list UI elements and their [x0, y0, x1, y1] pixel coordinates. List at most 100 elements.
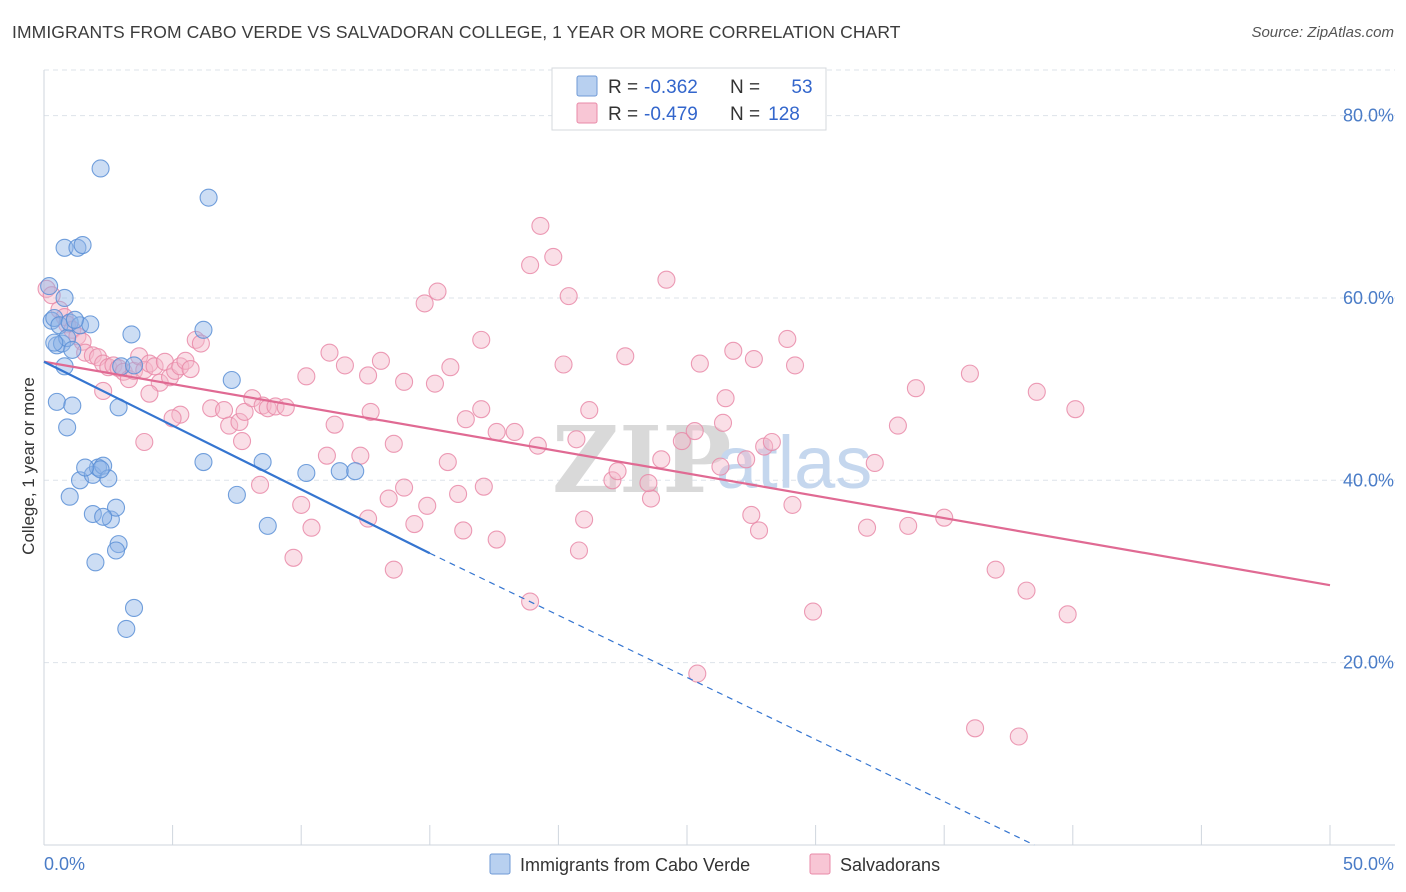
- data-point-salvadorans: [899, 516, 918, 535]
- data-point-salvadorans: [531, 216, 550, 235]
- data-point-cabo-verde: [122, 325, 141, 344]
- data-point-salvadorans: [778, 329, 797, 349]
- data-point-salvadorans: [685, 422, 704, 441]
- legend-box: [551, 67, 827, 131]
- x-tick-label-min: 0.0%: [44, 854, 85, 874]
- data-point-salvadorans: [418, 496, 437, 515]
- bottom-legend-label-cabo-verde: Immigrants from Cabo Verde: [520, 855, 750, 875]
- data-point-salvadorans: [554, 355, 573, 374]
- data-point-salvadorans: [487, 530, 506, 549]
- trend-line-cabo-verde-extension: [429, 552, 1035, 846]
- data-point-salvadorans: [616, 347, 635, 366]
- trend-line-salvadorans: [43, 360, 1331, 587]
- data-point-salvadorans: [639, 473, 658, 493]
- data-point-cabo-verde: [194, 453, 213, 472]
- data-point-salvadorans: [425, 374, 444, 393]
- data-point-salvadorans: [986, 560, 1005, 579]
- data-point-cabo-verde: [55, 238, 74, 257]
- x-ticks: [43, 825, 1331, 845]
- legend-n-label-blue: N =: [730, 77, 760, 98]
- series-salvadorans: [37, 216, 1085, 746]
- data-point-salvadorans: [1066, 400, 1085, 419]
- data-point-salvadorans: [783, 495, 802, 514]
- y-tick-labels: 20.0% 40.0% 60.0% 80.0%: [1343, 106, 1394, 673]
- data-point-cabo-verde: [227, 485, 246, 504]
- data-point-salvadorans: [250, 475, 270, 494]
- data-point-salvadorans: [181, 360, 200, 379]
- bottom-legend-swatch-pink: [809, 853, 831, 875]
- data-point-cabo-verde: [45, 333, 64, 352]
- source-label: Source: ZipAtlas.com: [1251, 24, 1394, 41]
- data-point-salvadorans: [335, 356, 354, 375]
- watermark: ZIP atlas: [552, 406, 872, 514]
- data-point-salvadorans: [395, 478, 414, 497]
- data-point-salvadorans: [371, 351, 390, 370]
- data-point-cabo-verde: [86, 553, 105, 572]
- data-point-cabo-verde: [76, 458, 95, 477]
- data-point-salvadorans: [785, 356, 805, 375]
- data-point-salvadorans: [220, 416, 239, 435]
- data-point-salvadorans: [292, 495, 311, 514]
- data-point-salvadorans: [186, 330, 205, 349]
- legend-r-label-pink: R =: [608, 104, 638, 125]
- data-point-salvadorans: [297, 367, 316, 386]
- legend-r-value-pink: -0.479: [644, 104, 698, 125]
- legend-swatch-pink: [576, 102, 598, 124]
- data-point-salvadorans: [395, 372, 414, 391]
- data-point-cabo-verde: [60, 313, 79, 332]
- data-point-salvadorans: [641, 489, 661, 508]
- data-point-salvadorans: [803, 602, 823, 621]
- data-point-cabo-verde: [99, 469, 118, 488]
- data-point-cabo-verde: [70, 316, 90, 335]
- data-point-salvadorans: [171, 357, 190, 376]
- data-point-salvadorans: [603, 471, 622, 490]
- data-point-salvadorans: [608, 462, 627, 481]
- data-point-salvadorans: [441, 358, 460, 377]
- data-point-cabo-verde: [258, 516, 277, 535]
- data-point-cabo-verde: [73, 236, 92, 255]
- data-point-salvadorans: [865, 453, 884, 473]
- data-point-salvadorans: [888, 416, 907, 435]
- legend-r-label-blue: R =: [608, 77, 638, 98]
- data-point-cabo-verde: [65, 310, 84, 329]
- data-point-salvadorans: [405, 515, 424, 534]
- data-point-salvadorans: [559, 287, 578, 306]
- watermark-zip: ZIP: [552, 406, 731, 514]
- data-point-salvadorans: [737, 450, 756, 469]
- data-point-cabo-verde: [106, 498, 126, 517]
- data-point-salvadorans: [960, 364, 979, 383]
- data-point-salvadorans: [1017, 581, 1036, 600]
- data-point-salvadorans: [472, 400, 491, 419]
- series-cabo-verde: [40, 159, 365, 638]
- data-point-salvadorans: [906, 379, 925, 398]
- data-point-salvadorans: [672, 432, 691, 451]
- data-point-cabo-verde: [55, 288, 74, 307]
- data-point-salvadorans: [454, 521, 473, 540]
- data-point-cabo-verde: [222, 370, 241, 390]
- data-point-salvadorans: [438, 453, 457, 472]
- data-point-salvadorans: [724, 341, 743, 360]
- data-point-cabo-verde: [124, 598, 144, 617]
- axes: [43, 70, 1395, 846]
- data-point-cabo-verde: [58, 418, 77, 437]
- trend-lines: [43, 360, 1331, 846]
- y-tick-label: 80.0%: [1343, 106, 1394, 126]
- data-point-salvadorans: [317, 446, 336, 465]
- data-point-salvadorans: [361, 402, 380, 421]
- data-point-salvadorans: [449, 484, 468, 504]
- data-point-cabo-verde: [199, 188, 218, 207]
- data-point-salvadorans: [276, 398, 295, 417]
- x-tick-label-max: 50.0%: [1343, 854, 1394, 874]
- data-point-salvadorans: [657, 270, 676, 289]
- bottom-legend-swatch-blue: [489, 853, 511, 875]
- data-point-salvadorans: [487, 422, 506, 442]
- data-point-cabo-verde: [68, 238, 87, 257]
- data-point-salvadorans: [742, 505, 761, 524]
- data-point-salvadorans: [130, 347, 149, 366]
- data-point-salvadorans: [320, 343, 339, 362]
- data-point-salvadorans: [569, 541, 589, 560]
- chart-title: IMMIGRANTS FROM CABO VERDE VS SALVADORAN…: [12, 22, 901, 42]
- data-point-cabo-verde: [40, 277, 59, 296]
- legend: R = -0.362 N = 53 R = -0.479 N = 128: [551, 67, 827, 131]
